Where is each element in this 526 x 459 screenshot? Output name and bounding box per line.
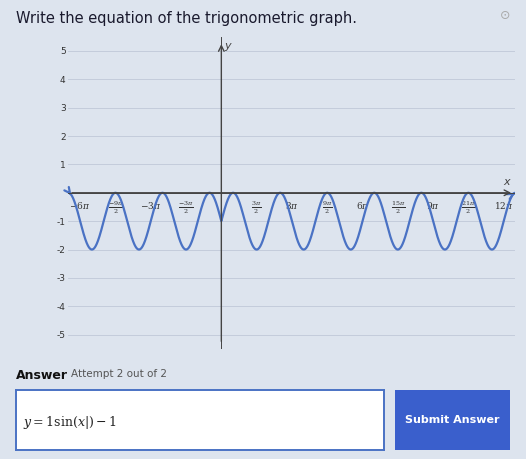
Text: $-3\pi$: $-3\pi$	[140, 200, 161, 211]
Text: $\frac{-9\pi}{2}$: $\frac{-9\pi}{2}$	[108, 200, 123, 217]
Text: ⊙: ⊙	[500, 9, 510, 22]
Text: $12\pi$: $12\pi$	[494, 200, 513, 211]
Text: $\frac{9\pi}{2}$: $\frac{9\pi}{2}$	[322, 200, 332, 217]
Text: x: x	[503, 177, 510, 186]
Text: Write the equation of the trigonometric graph.: Write the equation of the trigonometric …	[16, 11, 357, 27]
Text: $y=1\sin(x|)-1$: $y=1\sin(x|)-1$	[23, 414, 117, 431]
Text: $\frac{-3\pi}{2}$: $\frac{-3\pi}{2}$	[178, 200, 194, 217]
Text: y: y	[224, 41, 231, 51]
Text: $\frac{21\pi}{2}$: $\frac{21\pi}{2}$	[461, 200, 476, 217]
Text: Answer: Answer	[16, 369, 68, 382]
Text: $9\pi$: $9\pi$	[426, 200, 440, 211]
Text: $\frac{15\pi}{2}$: $\frac{15\pi}{2}$	[391, 200, 405, 217]
Text: Attempt 2 out of 2: Attempt 2 out of 2	[71, 369, 167, 380]
Text: $-6\pi$: $-6\pi$	[69, 200, 91, 211]
Text: $\frac{3\pi}{2}$: $\frac{3\pi}{2}$	[251, 200, 262, 217]
Text: $6\pi$: $6\pi$	[356, 200, 369, 211]
Text: Submit Answer: Submit Answer	[405, 415, 500, 425]
Text: $3\pi$: $3\pi$	[285, 200, 299, 211]
